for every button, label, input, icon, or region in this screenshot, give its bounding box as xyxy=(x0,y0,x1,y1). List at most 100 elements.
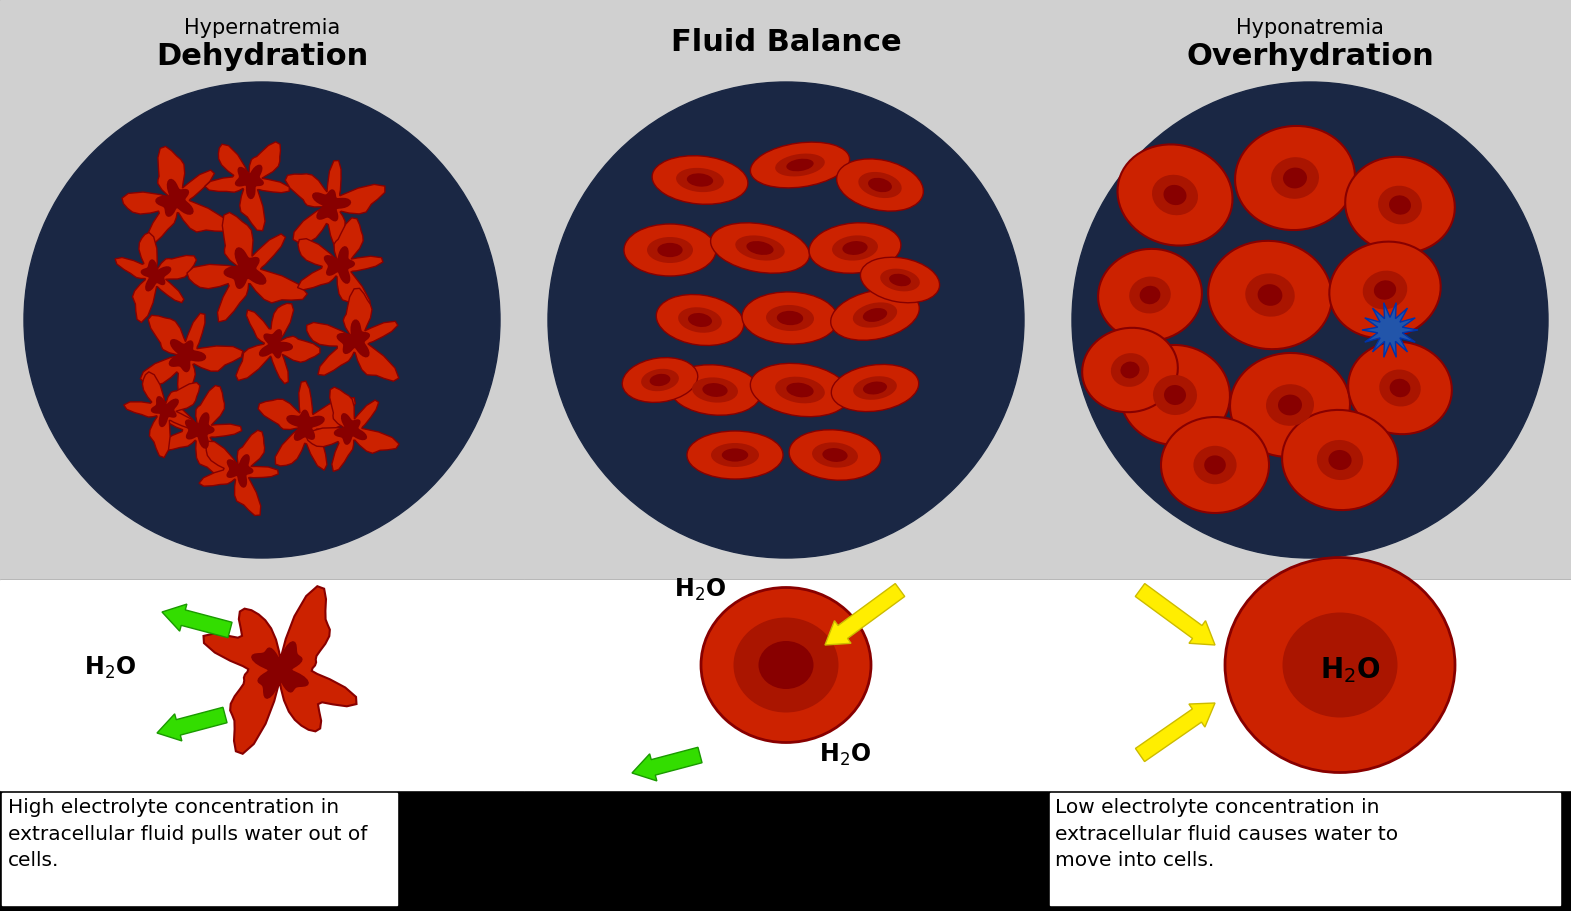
Ellipse shape xyxy=(1161,417,1269,513)
Ellipse shape xyxy=(688,313,712,327)
Ellipse shape xyxy=(624,224,716,276)
Ellipse shape xyxy=(650,374,671,386)
Bar xyxy=(0,0,1571,580)
Bar xyxy=(2,793,397,905)
Ellipse shape xyxy=(862,382,888,394)
Bar xyxy=(525,580,1048,790)
Text: Dehydration: Dehydration xyxy=(156,42,368,71)
Ellipse shape xyxy=(751,142,850,188)
Ellipse shape xyxy=(787,383,814,397)
Ellipse shape xyxy=(767,305,814,331)
FancyArrow shape xyxy=(825,584,905,645)
Ellipse shape xyxy=(701,588,870,742)
Ellipse shape xyxy=(1375,281,1397,300)
Text: H$_2$O: H$_2$O xyxy=(1320,655,1381,685)
Ellipse shape xyxy=(647,237,693,263)
Ellipse shape xyxy=(1282,410,1398,510)
FancyArrow shape xyxy=(632,747,702,781)
Ellipse shape xyxy=(1345,157,1455,253)
Ellipse shape xyxy=(1390,379,1411,397)
Ellipse shape xyxy=(693,377,738,403)
Polygon shape xyxy=(168,339,206,373)
Polygon shape xyxy=(157,385,242,477)
Ellipse shape xyxy=(787,159,814,171)
Ellipse shape xyxy=(1282,612,1398,718)
Text: Low electrolyte concentration in
extracellular fluid causes water to
move into c: Low electrolyte concentration in extrace… xyxy=(1056,798,1398,870)
Polygon shape xyxy=(204,142,289,230)
Ellipse shape xyxy=(1277,394,1302,415)
Ellipse shape xyxy=(1208,241,1332,349)
Ellipse shape xyxy=(710,223,809,273)
Ellipse shape xyxy=(721,448,748,462)
Polygon shape xyxy=(306,289,399,381)
Ellipse shape xyxy=(669,364,760,415)
FancyArrow shape xyxy=(1136,584,1214,645)
Ellipse shape xyxy=(1225,558,1455,773)
Ellipse shape xyxy=(1205,456,1225,475)
Ellipse shape xyxy=(862,308,888,322)
Ellipse shape xyxy=(831,290,919,341)
Ellipse shape xyxy=(687,431,782,479)
Ellipse shape xyxy=(1284,168,1307,189)
Text: Fluid Balance: Fluid Balance xyxy=(671,28,902,57)
Ellipse shape xyxy=(652,156,748,204)
Ellipse shape xyxy=(812,443,858,467)
Ellipse shape xyxy=(858,172,902,198)
Ellipse shape xyxy=(809,223,900,273)
Ellipse shape xyxy=(1246,273,1295,317)
Polygon shape xyxy=(313,189,352,221)
Polygon shape xyxy=(151,396,179,427)
Bar xyxy=(0,580,1571,911)
Polygon shape xyxy=(200,430,278,516)
Ellipse shape xyxy=(746,241,773,255)
Ellipse shape xyxy=(742,292,837,344)
Ellipse shape xyxy=(1329,241,1441,338)
Polygon shape xyxy=(115,232,196,322)
Ellipse shape xyxy=(842,241,867,255)
Bar xyxy=(1049,793,1560,905)
Polygon shape xyxy=(286,410,325,441)
Polygon shape xyxy=(223,247,267,289)
Ellipse shape xyxy=(822,448,848,462)
Ellipse shape xyxy=(775,154,825,177)
Ellipse shape xyxy=(657,294,743,345)
Polygon shape xyxy=(336,320,371,357)
Polygon shape xyxy=(185,412,215,449)
Ellipse shape xyxy=(837,159,924,211)
Polygon shape xyxy=(234,165,264,200)
Ellipse shape xyxy=(1130,277,1170,313)
Text: H$_2$O: H$_2$O xyxy=(83,655,137,681)
Ellipse shape xyxy=(1329,450,1351,470)
Ellipse shape xyxy=(1389,195,1411,215)
FancyArrow shape xyxy=(162,604,233,638)
Text: H$_2$O: H$_2$O xyxy=(674,577,726,603)
Ellipse shape xyxy=(880,269,919,292)
Ellipse shape xyxy=(622,358,698,403)
Polygon shape xyxy=(324,246,355,284)
Ellipse shape xyxy=(1111,353,1148,387)
Ellipse shape xyxy=(1235,126,1354,230)
Polygon shape xyxy=(333,413,368,445)
Polygon shape xyxy=(286,160,385,254)
Ellipse shape xyxy=(676,168,724,192)
Polygon shape xyxy=(297,218,383,312)
Text: High electrolyte concentration in
extracellular fluid pulls water out of
cells.: High electrolyte concentration in extrac… xyxy=(8,798,368,870)
Ellipse shape xyxy=(1230,353,1349,457)
Ellipse shape xyxy=(1098,249,1202,341)
Polygon shape xyxy=(306,387,399,471)
Ellipse shape xyxy=(776,311,803,325)
Polygon shape xyxy=(204,586,357,753)
Polygon shape xyxy=(251,641,309,699)
Text: Overhydration: Overhydration xyxy=(1186,42,1434,71)
Polygon shape xyxy=(156,179,193,217)
Ellipse shape xyxy=(1164,185,1186,205)
Ellipse shape xyxy=(1379,370,1420,406)
Ellipse shape xyxy=(751,363,850,416)
Ellipse shape xyxy=(1266,384,1313,425)
Polygon shape xyxy=(258,381,355,470)
Ellipse shape xyxy=(833,235,878,261)
Bar xyxy=(1048,580,1571,790)
Ellipse shape xyxy=(831,364,919,412)
Circle shape xyxy=(1071,82,1547,558)
Ellipse shape xyxy=(1362,271,1408,310)
